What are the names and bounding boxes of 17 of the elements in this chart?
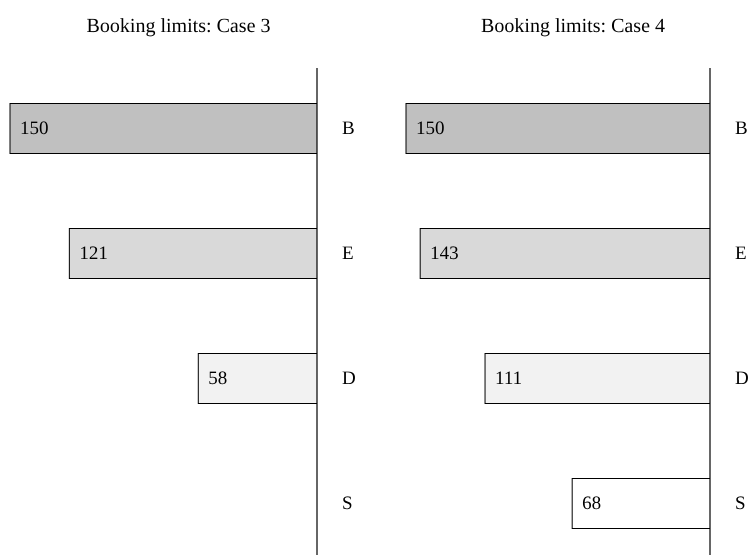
data-label: 150 (416, 118, 444, 139)
y-tick-label: D (735, 368, 749, 389)
y-tick-label: E (735, 243, 747, 264)
y-tick-label: S (342, 493, 353, 514)
data-label: 121 (79, 243, 108, 264)
y-tick-label: E (342, 243, 354, 264)
y-tick-label: D (342, 368, 356, 389)
y-tick-label: S (735, 493, 746, 514)
y-tick-label: B (342, 118, 355, 139)
data-label: 143 (430, 243, 459, 264)
y-tick-label: B (735, 118, 748, 139)
chart-title: Booking limits: Case 4 (481, 15, 665, 37)
chart-title: Booking limits: Case 3 (86, 15, 270, 37)
data-label: 68 (582, 493, 602, 514)
data-label: 58 (208, 368, 228, 389)
data-label: 150 (20, 118, 48, 139)
data-label: 111 (495, 368, 522, 389)
